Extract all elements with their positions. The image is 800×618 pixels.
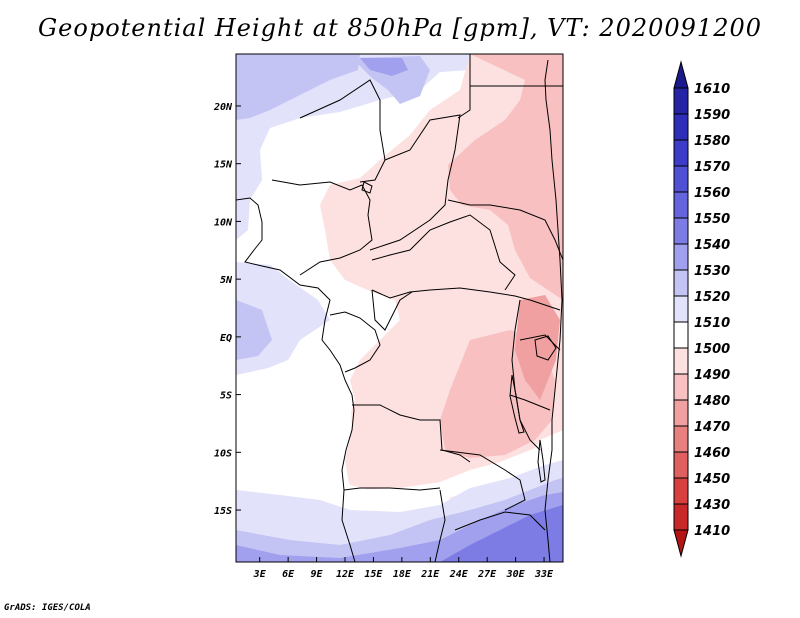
map-panel: 3E 6E 9E 12E 15E 18E 21E 24E 27E 30E 33E 20N 15N 10N… xyxy=(213,53,564,580)
latitude-axis: 20N 15N 10N 5N EQ 5S 10S 15S xyxy=(213,102,241,517)
border-sudan-south xyxy=(447,199,563,261)
colorbar-swatch xyxy=(673,373,689,401)
colorbar-swatch xyxy=(673,113,689,141)
border-east-africa xyxy=(509,299,561,411)
lat-tick-label: 15N xyxy=(214,160,233,171)
border-angola-south xyxy=(343,487,441,491)
lake-victoria xyxy=(534,335,557,361)
border-drc-west xyxy=(371,289,413,331)
colorbar-level-label: 1530 xyxy=(694,264,730,279)
colorbar-top-arrow xyxy=(673,60,689,89)
lake-malawi xyxy=(537,439,546,483)
colorbar-swatch xyxy=(673,477,689,505)
lon-tick-label: 30E xyxy=(506,569,526,580)
colorbar-level-label: 1520 xyxy=(694,290,730,305)
coastline-west xyxy=(236,197,356,562)
border-zambia xyxy=(439,449,526,511)
colorbar-swatch xyxy=(673,347,689,375)
colorbar-level-label: 1550 xyxy=(694,212,730,227)
colorbar-level-label: 1570 xyxy=(694,160,730,175)
colorbar-swatch xyxy=(673,87,689,115)
colorbar-swatch xyxy=(673,321,689,349)
border-angola xyxy=(352,404,471,463)
chart-title: Geopotential Height at 850hPa [gpm], VT:… xyxy=(38,14,762,42)
fill-north-light-blue xyxy=(236,54,470,240)
coastline-east xyxy=(544,59,563,562)
colorbar-swatch xyxy=(673,217,689,245)
colorbar-swatch xyxy=(673,295,689,323)
fill-south-dark-blue xyxy=(440,505,563,562)
lon-tick-label: 12E xyxy=(336,569,355,580)
fill-south-white xyxy=(236,380,563,532)
colorbar-level-label: 1470 xyxy=(694,420,730,435)
border-libya-egypt xyxy=(457,54,471,119)
fill-lakes-pink-dark xyxy=(515,295,560,400)
colorbar-level-label: 1450 xyxy=(694,472,730,487)
colorbar-swatch xyxy=(673,399,689,427)
colorbar-swatch xyxy=(673,451,689,479)
colorbar-swatch xyxy=(673,139,689,167)
map-frame xyxy=(235,53,564,563)
border-car xyxy=(371,214,516,291)
boundaries xyxy=(236,54,563,562)
colorbar-bottom-arrow xyxy=(673,529,689,558)
lat-tick-label: 5S xyxy=(220,391,232,402)
border-congo-gabon xyxy=(329,311,381,373)
colorbar-level-label: 1580 xyxy=(694,134,730,149)
border-namibia-botswana xyxy=(434,489,446,562)
lat-tick-label: 5N xyxy=(220,275,233,286)
lat-tick-label: 20N xyxy=(213,102,233,113)
border-zimbabwe xyxy=(454,511,546,531)
colorbar-level-label: 1540 xyxy=(694,238,730,253)
colorbar-level-label: 1510 xyxy=(694,316,730,331)
fill-north-blob-dark xyxy=(360,58,408,76)
lon-tick-label: 6E xyxy=(282,569,295,580)
lat-tick-label: EQ xyxy=(220,333,232,344)
colorbar-level-label: 1410 xyxy=(694,524,730,539)
colorbar-level-label: 1610 xyxy=(694,82,730,97)
lat-tick-label: 10S xyxy=(214,448,232,459)
lake-chad xyxy=(361,181,373,194)
credit-label: GrADS: IGES/COLA xyxy=(4,603,91,613)
lon-tick-label: 21E xyxy=(420,569,440,580)
lon-tick-label: 33E xyxy=(534,569,554,580)
colorbar-level-label: 1490 xyxy=(694,368,730,383)
lon-tick-label: 3E xyxy=(253,569,267,580)
colorbar-swatch xyxy=(673,503,689,531)
lon-tick-label: 24E xyxy=(449,569,469,580)
border-algeria-niger xyxy=(299,79,381,130)
border-nigeria xyxy=(271,179,373,276)
colorbar-swatch xyxy=(673,191,689,219)
colorbar-swatch xyxy=(673,243,689,271)
lat-tick-label: 10N xyxy=(214,217,233,228)
lat-tick-label: 15S xyxy=(214,506,232,517)
fill-north-mid-blue xyxy=(236,54,360,120)
border-niger-chad xyxy=(359,129,386,183)
colorbar-swatch xyxy=(673,269,689,297)
longitude-axis: 3E 6E 9E 12E 15E 18E 21E 24E 27E 30E 33E xyxy=(253,557,554,580)
colorbar-level-label: 1480 xyxy=(694,394,730,409)
fill-east-pink-mid xyxy=(448,54,563,300)
fill-west-atlantic-strip xyxy=(236,300,272,360)
colorbar-level-label: 1460 xyxy=(694,446,730,461)
lon-tick-label: 9E xyxy=(311,569,324,580)
colorbar: 1610 1590 1580 1570 1560 1550 1540 1530 1520 1510… xyxy=(673,60,730,558)
border-drc-north xyxy=(371,287,531,301)
colorbar-level-label: 1560 xyxy=(694,186,730,201)
lake-tanganyika xyxy=(509,374,525,434)
colorbar-level-label: 1430 xyxy=(694,498,730,513)
colorbar-swatch xyxy=(673,425,689,453)
colorbar-level-label: 1590 xyxy=(694,108,730,123)
lon-tick-label: 15E xyxy=(364,569,383,580)
colorbar-level-label: 1500 xyxy=(694,342,730,357)
lon-tick-label: 27E xyxy=(477,569,497,580)
contour-fills xyxy=(236,54,563,562)
border-chad xyxy=(369,114,461,251)
colorbar-swatch xyxy=(673,165,689,193)
lon-tick-label: 18E xyxy=(393,569,412,580)
